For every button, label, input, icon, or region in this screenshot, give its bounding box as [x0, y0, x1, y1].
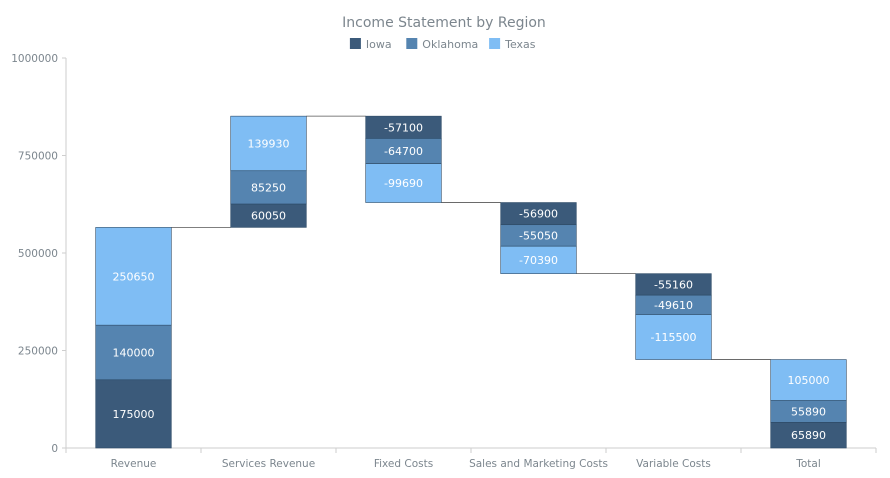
x-category-label: Services Revenue [222, 458, 315, 470]
x-category-label: Sales and Marketing Costs [469, 458, 608, 470]
bar-value-label: 140000 [113, 346, 155, 359]
x-category-label: Variable Costs [636, 458, 711, 470]
legend: Iowa Oklahoma Texas [349, 38, 536, 51]
bar-value-label: 85250 [251, 181, 286, 194]
legend-item[interactable]: Iowa [349, 38, 392, 51]
y-tick-label: 500000 [18, 248, 58, 260]
bar-value-label: -57100 [384, 121, 423, 134]
x-axis: Revenue Services Revenue Fixed Costs Sales … [65, 447, 877, 470]
legend-swatch [489, 38, 501, 49]
y-axis: 0 250000 500000 750000 1000000 [11, 53, 67, 455]
x-category-label: Revenue [111, 458, 157, 470]
bar-segment[interactable] [365, 138, 442, 164]
bar-segment[interactable] [770, 422, 847, 449]
bar-value-label: 139930 [248, 137, 290, 150]
bar-value-label: 65890 [791, 429, 826, 442]
bar-value-label: -49610 [654, 299, 693, 312]
bar-value-label: 60050 [251, 210, 286, 223]
bar-value-label: -64700 [384, 145, 423, 158]
bar-segment[interactable] [500, 245, 577, 274]
x-category-label: Total [795, 458, 821, 470]
bar-segment[interactable] [635, 314, 712, 360]
bar-segment[interactable] [230, 115, 307, 172]
y-tick-label: 1000000 [11, 53, 58, 65]
chart-title: Income Statement by Region [342, 15, 546, 31]
bar-value-label: 105000 [788, 374, 830, 387]
legend-label: Iowa [366, 38, 392, 51]
legend-label: Texas [504, 38, 536, 51]
bar-value-label: 55890 [791, 405, 826, 418]
legend-swatch [406, 38, 418, 49]
legend-item[interactable]: Oklahoma [406, 38, 478, 51]
bar-segment[interactable] [95, 324, 172, 381]
bar-value-label: 175000 [113, 408, 155, 421]
y-tick-label: 250000 [18, 346, 58, 358]
legend-item[interactable]: Texas [489, 38, 536, 51]
y-tick-label: 750000 [18, 151, 58, 163]
bar-value-label: -55160 [654, 278, 693, 291]
legend-swatch [349, 38, 361, 49]
bar-value-label: -115500 [651, 331, 697, 344]
bar-value-label: -56900 [519, 208, 558, 221]
bar-segment[interactable] [770, 359, 847, 401]
bar-value-label: -55050 [519, 229, 558, 242]
bar-value-label: -99690 [384, 177, 423, 190]
bar-segment[interactable] [365, 163, 442, 203]
legend-label: Oklahoma [422, 38, 478, 51]
bar-value-label: -70390 [519, 254, 558, 267]
y-tick-label: 0 [51, 443, 58, 455]
bar-segment[interactable] [95, 227, 172, 326]
x-category-label: Fixed Costs [374, 458, 433, 470]
bar-value-label: 250650 [113, 270, 155, 283]
bars [95, 115, 847, 449]
bar-labels: 175000 140000 250650 60050 85250 139930 -57100… [113, 121, 830, 442]
connectors [171, 115, 771, 360]
